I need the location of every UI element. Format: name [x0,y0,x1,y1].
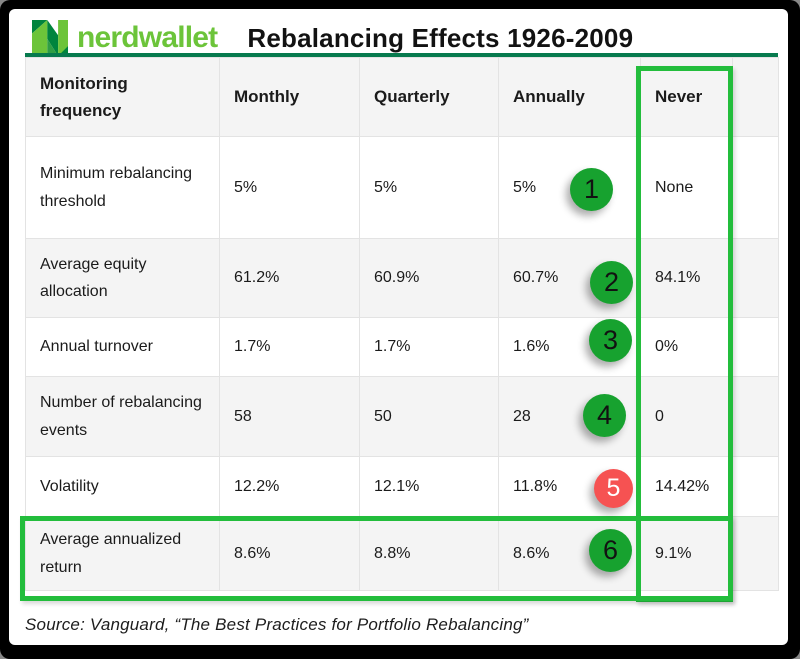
brand-bar: nerdwallet Rebalancing Effects 1926-2009 [32,17,633,59]
cell-value-highlighted: 84.1% [640,238,733,318]
column-header-spacer [732,57,779,137]
callout-circle-6: 6 [589,529,632,572]
cell-value: 14.42% [640,456,733,517]
row-label: Number of rebalancing events [25,376,220,457]
cell-value: None [640,136,733,239]
row-label: Annual turnover [25,317,220,377]
cell-value: 61.2% [219,238,360,318]
source-citation: Source: Vanguard, “The Best Practices fo… [25,615,529,634]
cell-value: 58 [219,376,360,457]
nerdwallet-wordmark: nerdwallet [77,21,218,54]
table-row: Average annualized return 8.6% 8.8% 8.6%… [25,516,779,591]
cell-spacer [732,376,779,457]
callout-circle-2: 2 [590,261,633,304]
cell-value: 5% [359,136,499,239]
infographic-canvas: nerdwallet Rebalancing Effects 1926-2009… [9,9,788,645]
cell-value: 60.9% [359,238,499,318]
row-label: Average equity allocation [25,238,220,318]
table-header-row: Monitoring frequency Monthly Quarterly A… [25,57,779,137]
cell-spacer [732,456,779,517]
cell-spacer [732,317,779,377]
table-row: Minimum rebalancing threshold 5% 5% 5% N… [25,136,779,239]
cell-value: 12.1% [359,456,499,517]
page-title: Rebalancing Effects 1926-2009 [247,22,634,53]
cell-value: 8.8% [359,516,499,591]
cell-spacer [732,238,779,318]
column-header-monthly: Monthly [219,57,360,137]
table-row: Average equity allocation 61.2% 60.9% 60… [25,238,779,318]
table-row: Annual turnover 1.7% 1.7% 1.6% 0% [25,317,779,377]
row-label: Minimum rebalancing threshold [25,136,220,239]
cell-value: 0% [640,317,733,377]
column-header-never: Never [640,57,733,137]
callout-circle-1: 1 [570,168,613,211]
table-row: Volatility 12.2% 12.1% 11.8% 14.42% [25,456,779,517]
cell-value: 8.6% [219,516,360,591]
callout-circle-3: 3 [589,319,632,362]
cell-value: 9.1% [640,516,733,591]
column-header-monitoring-frequency: Monitoring frequency [25,57,220,137]
rebalancing-table: Monitoring frequency Monthly Quarterly A… [25,57,779,591]
cell-value: 1.7% [219,317,360,377]
cell-spacer [732,516,779,591]
cell-value: 0 [640,376,733,457]
title-underline-divider [25,53,778,57]
callout-circle-5: 5 [594,469,633,508]
cell-value: 50 [359,376,499,457]
table-row: Number of rebalancing events 58 50 28 0 [25,376,779,457]
row-label: Volatility [25,456,220,517]
cell-value: 12.2% [219,456,360,517]
callout-circle-4: 4 [583,394,626,437]
cell-spacer [732,136,779,239]
nerdwallet-logo-icon [32,20,68,56]
cell-value: 1.7% [359,317,499,377]
cell-value: 5% [219,136,360,239]
row-label: Average annualized return [25,516,220,591]
column-header-quarterly: Quarterly [359,57,499,137]
column-header-annually: Annually [498,57,641,137]
cell-value: 5% [498,136,641,239]
